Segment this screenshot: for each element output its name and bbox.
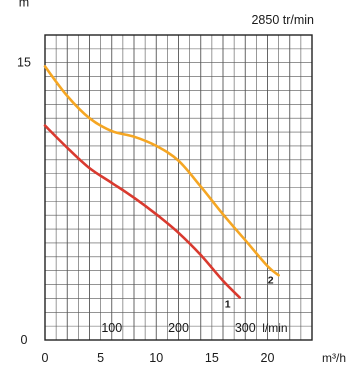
series-line-1 — [43, 124, 241, 299]
grid — [45, 35, 312, 340]
x-axis-unit-lmin: l/min — [262, 321, 287, 335]
x-tick-label-m3h: 15 — [205, 351, 219, 365]
x-tick-label-m3h: 5 — [97, 351, 104, 365]
x-tick-label-lmin: 300 — [235, 321, 256, 335]
y-axis-label: m — [19, 0, 29, 10]
x-tick-label-lmin: 200 — [168, 321, 189, 335]
x-tick-label-m3h: 10 — [149, 351, 163, 365]
x-axis-unit-flow: m³/h — [322, 351, 346, 365]
series-label-1: 1 — [225, 298, 231, 310]
plot-frame — [44, 34, 313, 341]
x-tick-label-m3h: 20 — [261, 351, 275, 365]
series-group: 12 — [43, 65, 280, 310]
y-tick-label: 15 — [17, 56, 31, 70]
rpm-label: 2850 tr/min — [251, 13, 314, 27]
x-tick-label-lmin: 100 — [101, 321, 122, 335]
y-tick-label: 0 — [21, 333, 28, 347]
labels-group: 2850 tr/min m m³/h l/min 0 15 0 5 10 15 20 100 2… — [17, 0, 346, 365]
x-tick-label-m3h: 0 — [42, 351, 49, 365]
series-label-2: 2 — [268, 274, 274, 286]
series-line-2 — [43, 65, 280, 277]
